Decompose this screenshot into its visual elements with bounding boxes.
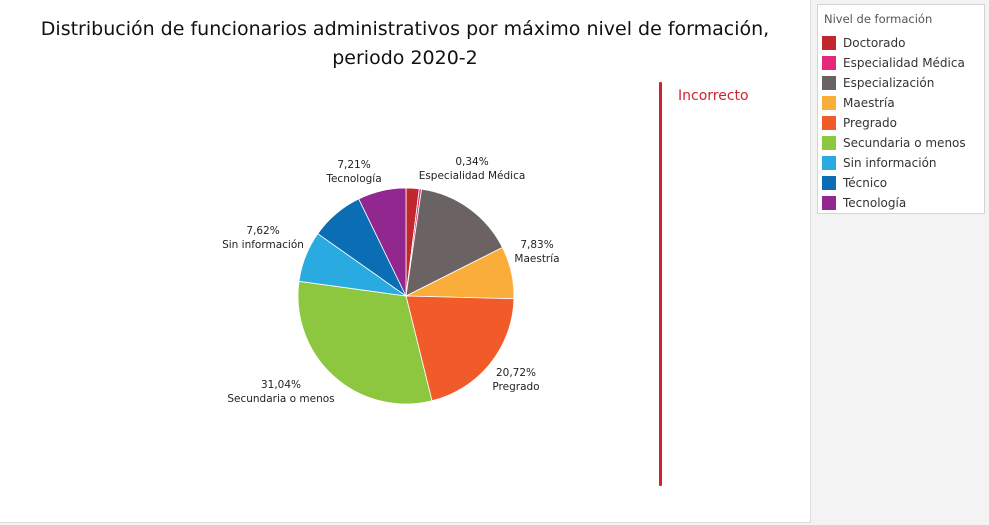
legend-item[interactable]: Tecnología [818,193,984,213]
legend-swatch [822,36,836,50]
slice-name-label: Tecnología [325,173,381,185]
legend-item-label: Maestría [843,96,895,110]
legend-swatch [822,76,836,90]
status-text: Incorrecto [678,88,749,104]
legend-item[interactable]: Sin información [818,153,984,173]
slice-percent-label: 7,21% [337,159,370,171]
legend-item-label: Técnico [843,176,888,190]
slice-percent-label: 7,62% [246,225,279,237]
slice-percent-label: 20,72% [496,367,536,379]
legend-swatch [822,136,836,150]
legend-swatch [822,156,836,170]
legend-swatch [822,56,836,70]
slice-name-label: Maestría [514,253,559,265]
divider-line [659,82,662,486]
legend-item-label: Doctorado [843,36,906,50]
legend-item[interactable]: Secundaria o menos [818,133,984,153]
slice-name-label: Secundaria o menos [227,393,334,405]
slice-name-label: Sin información [222,239,304,251]
slice-name-label: Pregrado [492,381,539,393]
legend-item[interactable]: Maestría [818,93,984,113]
legend-item-label: Secundaria o menos [843,136,966,150]
pie-slice[interactable] [297,280,433,405]
legend-swatch [822,176,836,190]
legend: Nivel de formación Doctorado Especialidad… [817,4,985,214]
legend-swatch [822,196,836,210]
legend-swatch [822,116,836,130]
legend-item-label: Pregrado [843,116,897,130]
legend-item[interactable]: Técnico [818,173,984,193]
legend-item[interactable]: Pregrado [818,113,984,133]
legend-item[interactable]: Doctorado [818,33,984,53]
slice-name-label: Especialidad Médica [419,170,526,182]
slice-percent-label: 7,83% [520,239,553,251]
legend-item[interactable]: Especialización [818,73,984,93]
slice-percent-label: 31,04% [261,379,301,391]
visualization-panel: Distribución de funcionarios administrat… [0,0,811,523]
pie-slice[interactable] [358,187,407,297]
pie-chart: 0,34% Especialidad Médica 7,83% Maestría 20,… [222,156,560,405]
legend-item-label: Especialidad Médica [843,56,965,70]
legend-item-label: Tecnología [843,196,907,210]
legend-swatch [822,96,836,110]
pie-slice[interactable] [405,295,515,402]
legend-item-label: Especialización [843,76,935,90]
chart-title: Distribución de funcionarios administrat… [0,15,810,73]
legend-item-label: Sin información [843,156,937,170]
chart-title-line-2: periodo 2020-2 [332,47,478,69]
legend-title: Nivel de formación [824,12,933,26]
legend-item[interactable]: Especialidad Médica [818,53,984,73]
pie-slice[interactable] [405,188,504,297]
legend-list: Doctorado Especialidad Médica Especializac… [818,33,984,213]
slice-percent-label: 0,34% [455,156,488,168]
chart-title-line-1: Distribución de funcionarios administrat… [40,18,770,40]
